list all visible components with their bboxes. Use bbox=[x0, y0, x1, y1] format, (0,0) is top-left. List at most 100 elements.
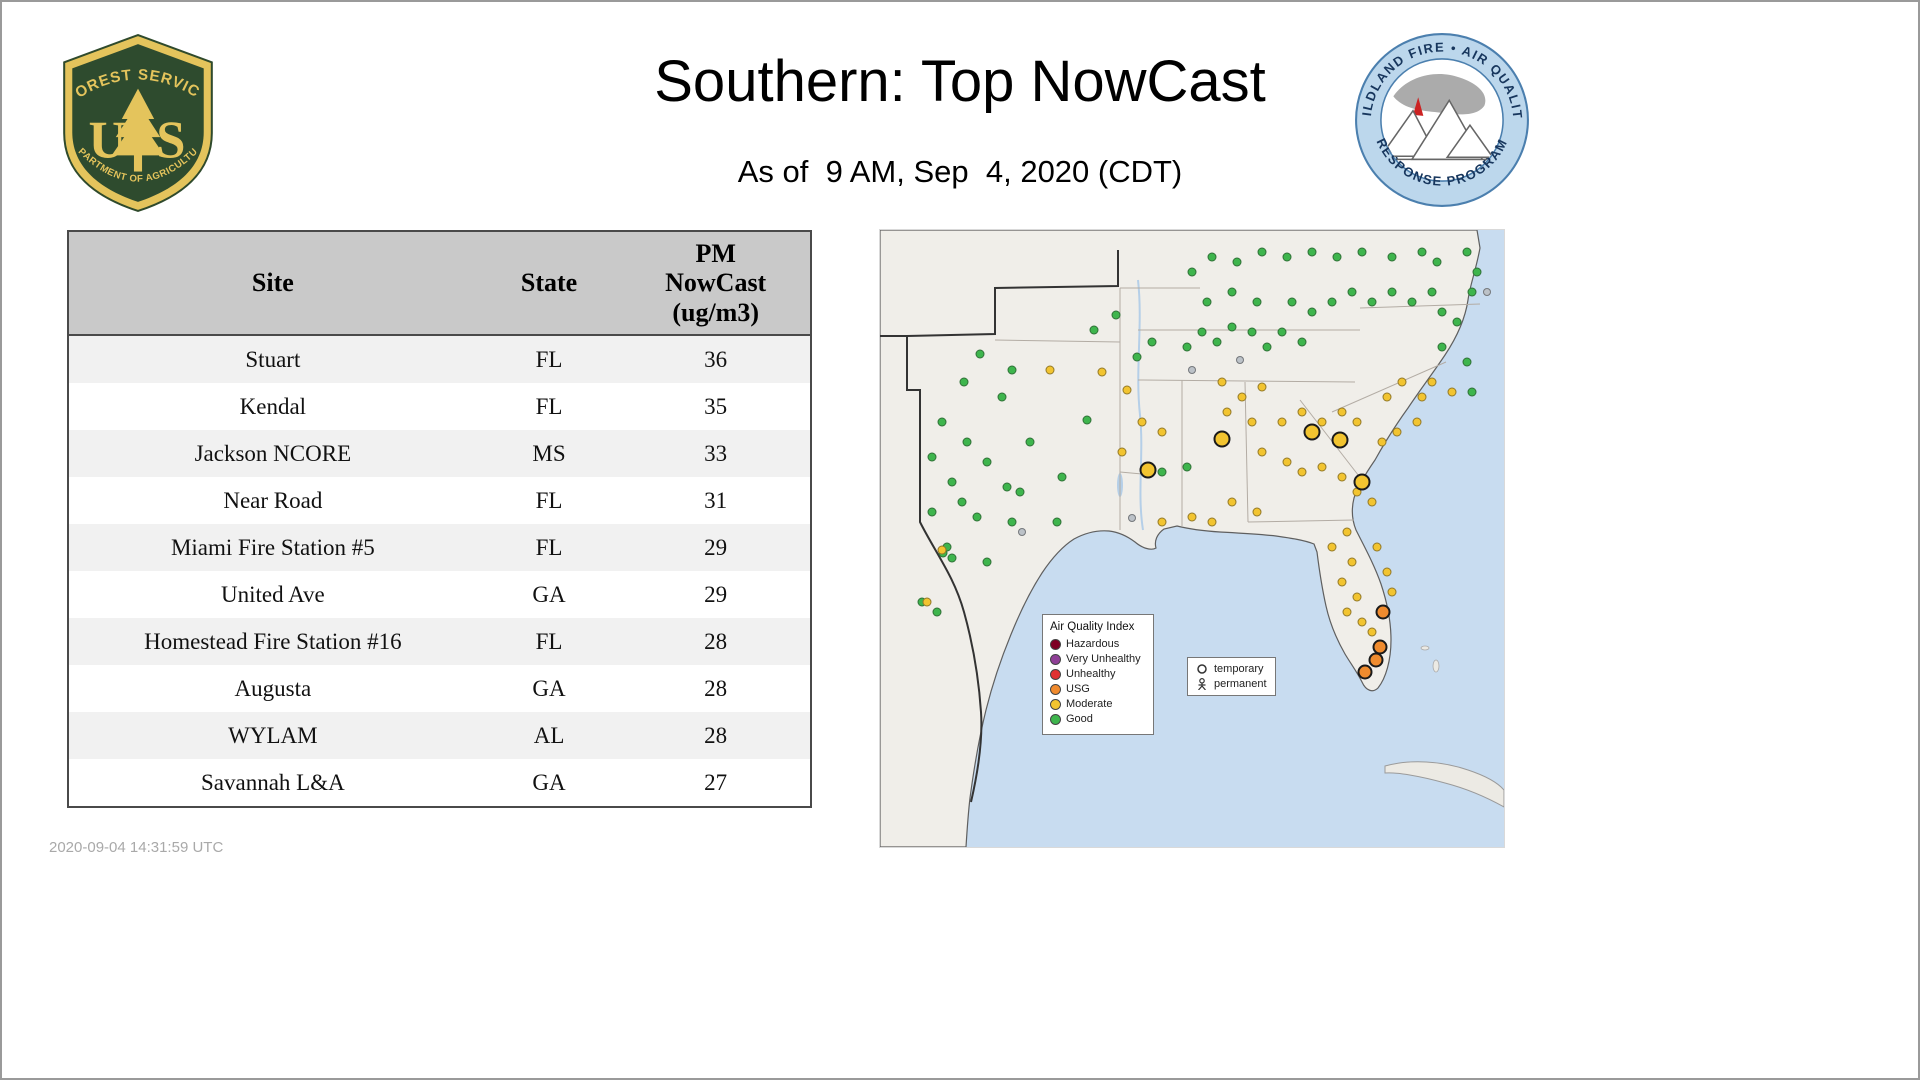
monitor-dot-usg-large bbox=[1368, 652, 1384, 668]
monitor-dot-good bbox=[1387, 252, 1397, 262]
monitor-dot-moderate bbox=[1317, 462, 1327, 472]
legend-item: Hazardous bbox=[1050, 638, 1146, 650]
monitor-dot-good bbox=[1057, 472, 1067, 482]
monitor-dot-good bbox=[1015, 487, 1025, 497]
monitor-dot-good bbox=[937, 417, 947, 427]
monitor-dot-good bbox=[1332, 252, 1342, 262]
monitor-dot-inactive bbox=[1018, 528, 1026, 536]
map-cuba bbox=[1384, 761, 1504, 808]
temporary-marker-icon bbox=[1197, 664, 1207, 674]
monitor-dot-good bbox=[962, 437, 972, 447]
monitor-dot-good bbox=[1462, 247, 1472, 257]
monitor-dot-good bbox=[1187, 267, 1197, 277]
table-row: Miami Fire Station #5 FL 29 bbox=[68, 524, 811, 571]
monitor-dot-good bbox=[1357, 247, 1367, 257]
legend-item: Moderate bbox=[1050, 698, 1146, 710]
legend-swatch bbox=[1050, 638, 1061, 650]
monitor-dot-good bbox=[947, 477, 957, 487]
wfaqrp-logo: WILDLAND FIRE • AIR QUALITY RESPONSE PRO… bbox=[1354, 32, 1529, 207]
monitor-dot-moderate bbox=[1352, 592, 1362, 602]
aqi-legend-title: Air Quality Index bbox=[1050, 621, 1135, 633]
monitor-dot-moderate bbox=[1247, 417, 1257, 427]
monitor-dot-good bbox=[1212, 337, 1222, 347]
monitor-dot-moderate bbox=[1137, 417, 1147, 427]
monitor-dot-good bbox=[1207, 252, 1217, 262]
monitor-dot-moderate bbox=[1447, 387, 1457, 397]
pm-cell: 36 bbox=[704, 346, 728, 372]
monitor-dot-good bbox=[1282, 252, 1292, 262]
monitor-dot-good bbox=[1407, 297, 1417, 307]
state-cell: FL bbox=[535, 487, 563, 513]
state-cell: GA bbox=[532, 769, 566, 795]
site-cell: Near Road bbox=[223, 487, 323, 513]
table-row: Jackson NCORE MS 33 bbox=[68, 430, 811, 477]
map-region-border bbox=[880, 250, 1119, 803]
monitor-dot-moderate bbox=[1377, 437, 1387, 447]
forest-service-logo: FOREST SERVICE U S DEPARTMENT OF AGRICUL… bbox=[57, 32, 213, 213]
legend-item: Unhealthy bbox=[1050, 668, 1146, 680]
page-title: Southern: Top NowCast bbox=[654, 49, 1266, 114]
monitor-dot-good bbox=[927, 452, 937, 462]
monitor-dot-good bbox=[1257, 247, 1267, 257]
legend-swatch bbox=[1050, 683, 1061, 695]
monitor-dot-good bbox=[957, 497, 967, 507]
monitor-dot-good bbox=[1427, 287, 1437, 297]
table-row: WYLAM AL 28 bbox=[68, 712, 811, 759]
monitor-dot-moderate bbox=[1382, 392, 1392, 402]
monitor-dot-good bbox=[1307, 247, 1317, 257]
monitor-dot-moderate bbox=[1352, 417, 1362, 427]
monitor-dot-moderate bbox=[1157, 517, 1167, 527]
state-cell: FL bbox=[535, 534, 563, 560]
monitor-dot-good bbox=[1467, 387, 1477, 397]
legend-label: Good bbox=[1066, 713, 1093, 725]
monitor-dot-moderate bbox=[1257, 447, 1267, 457]
table-row: Kendal FL 35 bbox=[68, 383, 811, 430]
state-cell: MS bbox=[532, 440, 566, 466]
nowcast-table-panel: Site State PM NowCast (ug/m3) Stuart FL 36… bbox=[67, 230, 812, 808]
monitor-dot-inactive bbox=[1236, 356, 1244, 364]
pm-cell: 31 bbox=[704, 487, 728, 513]
monitor-dot-good bbox=[1025, 437, 1035, 447]
pm-cell: 27 bbox=[704, 769, 728, 795]
monitor-dot-good bbox=[959, 377, 969, 387]
monitor-dot-good bbox=[947, 553, 957, 563]
monitor-dot-moderate bbox=[937, 545, 947, 555]
monitor-dot-good bbox=[1247, 327, 1257, 337]
monitor-dot-good bbox=[1437, 307, 1447, 317]
monitor-dot-moderate bbox=[1372, 542, 1382, 552]
monitor-dot-good bbox=[972, 512, 982, 522]
monitor-dot-moderate bbox=[1045, 365, 1055, 375]
legend-item: Good bbox=[1050, 713, 1146, 725]
monitor-dot-good bbox=[1132, 352, 1142, 362]
monitor-dot-good bbox=[1111, 310, 1121, 320]
monitor-dot-good bbox=[1437, 342, 1447, 352]
monitor-dot-good bbox=[1182, 462, 1192, 472]
monitor-dot-moderate bbox=[1207, 517, 1217, 527]
aqi-legend-items: Hazardous Very Unhealthy Unhealthy USG Moder… bbox=[1050, 638, 1146, 725]
monitor-dot-moderate bbox=[1277, 417, 1287, 427]
generated-timestamp: 2020-09-04 14:31:59 UTC bbox=[49, 839, 224, 856]
monitor-dot-good bbox=[1462, 357, 1472, 367]
monitor-dot-moderate bbox=[1327, 542, 1337, 552]
monitor-dot-moderate bbox=[1157, 427, 1167, 437]
pm-cell: 28 bbox=[704, 628, 728, 654]
state-cell: GA bbox=[532, 675, 566, 701]
map-base-svg bbox=[880, 230, 1504, 847]
table-row: Homestead Fire Station #16 FL 28 bbox=[68, 618, 811, 665]
monitor-dot-good bbox=[1387, 287, 1397, 297]
monitor-dot-good bbox=[1467, 287, 1477, 297]
monitor-dot-good bbox=[1147, 337, 1157, 347]
aqi-map: Air Quality Index Hazardous Very Unhealth… bbox=[879, 229, 1505, 848]
monitor-dot-moderate bbox=[1282, 457, 1292, 467]
monitor-dot-good bbox=[1089, 325, 1099, 335]
fs-logo-letter-u: U bbox=[88, 111, 126, 169]
monitor-dot-moderate-large bbox=[1139, 461, 1157, 479]
monitor-dot-moderate bbox=[1297, 467, 1307, 477]
monitor-dot-inactive bbox=[1128, 514, 1136, 522]
monitor-dot-good bbox=[1277, 327, 1287, 337]
legend-swatch bbox=[1050, 713, 1061, 725]
map-state-borders bbox=[994, 287, 1481, 530]
table-body: Stuart FL 36 Kendal FL 35 Jackson NCORE MS 33 Nea… bbox=[68, 335, 811, 807]
monitor-dot-moderate bbox=[1387, 587, 1397, 597]
